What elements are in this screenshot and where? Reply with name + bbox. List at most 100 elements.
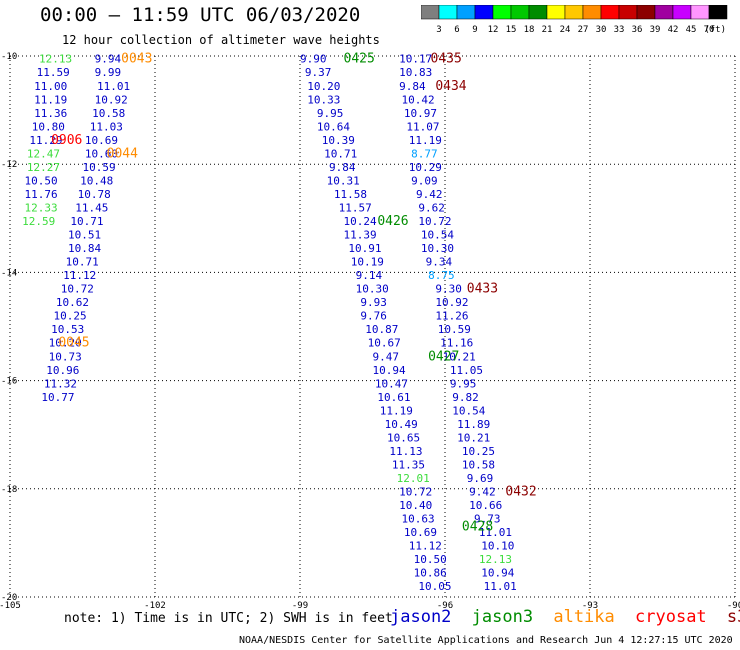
wave-height-value: 9.69 [467,472,494,485]
lon-tick-label: -102 [144,601,166,610]
pass-time-label: 0434 [435,79,466,94]
wave-height-value: 10.69 [85,134,118,147]
pass-time-label: 0435 [431,52,462,67]
wave-height-value: 10.72 [399,486,432,499]
wave-height-value: 10.58 [92,107,125,120]
wave-height-value: 10.29 [409,161,442,174]
wave-height-value: 11.59 [37,66,70,79]
wave-height-value: 10.97 [404,107,437,120]
colorbar-tick-label: 21 [542,25,553,35]
lat-tick-label: -12 [1,160,17,170]
wave-height-value: 12.13 [479,553,512,566]
wave-height-value: 9.82 [452,391,479,404]
pass-time-label: 0427 [428,349,459,364]
wave-height-value: 10.21 [443,350,476,363]
wave-height-value: 11.03 [90,120,123,133]
wave-height-value: 12.59 [22,215,55,228]
wave-height-value: 10.59 [83,161,116,174]
wave-height-value: 9.73 [474,513,501,526]
wave-height-value: 10.40 [399,499,432,512]
wave-height-value: 9.95 [450,377,477,390]
colorbar-tick-label: 18 [524,25,535,35]
color-scale-bar: 3 6 9 12 15 18 21 24 27 30 33 36 39 42 45 70(ft) [421,5,728,35]
wave-height-map: -105 -102 -99 -96 -93 -90 -10 -12 -14 -16 -18 -20 12… [0,52,740,610]
legend-cryosat: cryosat [635,607,707,627]
lon-tick-label: -90 [727,601,740,610]
wave-height-value: 9.84 [399,80,426,93]
wave-height-value: 9.09 [411,174,438,187]
lon-tick-label: -99 [292,601,308,610]
wave-height-value: 10.05 [418,580,451,593]
wave-height-value: 10.20 [307,80,340,93]
wave-height-value: 9.42 [416,188,443,201]
wave-height-value: 11.32 [44,377,77,390]
map-grid: -105 -102 -99 -96 -93 -90 -10 -12 -14 -16 -18 -20 [0,52,740,610]
lat-tick-label: -14 [1,268,17,278]
colorbar-tick-label: 45 [686,25,697,35]
legend-jason3: jason3 [471,607,534,627]
colorbar-tick-label: 36 [632,25,643,35]
wave-height-value: 10.59 [438,323,471,336]
wave-height-value: 10.61 [377,391,410,404]
wave-height-value: 8.77 [411,147,438,160]
wave-height-value: 12.47 [27,147,60,160]
pass-time-label: 0425 [344,52,375,67]
wave-height-value: 10.71 [70,215,103,228]
wave-height-value: 10.91 [348,242,381,255]
wave-height-value: 10.71 [324,147,357,160]
wave-height-value: 11.19 [409,134,442,147]
wave-height-value: 10.78 [78,188,111,201]
wave-height-value: 10.39 [322,134,355,147]
credit-line: NOAA/NESDIS Center for Satellite Applica… [239,635,733,646]
wave-height-value: 10.92 [435,296,468,309]
legend-altika: altika [553,607,615,627]
wave-height-value: 10.64 [317,120,350,133]
wave-height-value: 10.10 [481,540,514,553]
colorbar-tick-label: 70 [704,25,715,35]
wave-height-value: 10.66 [469,499,502,512]
colorbar-tick-label: 9 [472,25,477,35]
wave-height-value: 10.71 [66,256,99,269]
wave-height-value: 11.57 [339,201,372,214]
wave-height-value: 10.30 [421,242,454,255]
legend-s3a: s3a [726,607,740,627]
wave-height-value: 11.01 [484,580,517,593]
wave-height-value: 10.73 [49,350,82,363]
pass-time-label: 0045 [58,336,89,351]
wave-height-value: 11.35 [392,458,425,471]
wave-height-value: 10.25 [462,445,495,458]
wave-height-value: 10.20 [49,337,82,350]
wave-height-value: 10.19 [351,256,384,269]
lon-tick-label: -105 [0,601,21,610]
satellite-legend: jason2 jason3 altika cryosat s3a [390,607,740,627]
colorbar-tick-label: 27 [578,25,589,35]
lat-tick-label: -18 [1,485,17,495]
pass-time-label: 0432 [505,485,536,500]
wave-height-value: 10.49 [385,418,418,431]
wave-height-value: 11.13 [389,445,422,458]
wave-height-value: 10.42 [402,93,435,106]
pass-time-label: 0906 [51,133,82,148]
colorbar-unit: (ft) [704,25,726,35]
wave-height-value: 12.01 [397,472,430,485]
pass-time-label: 0428 [462,520,493,535]
colorbar-swatch [708,5,728,20]
wave-height-value: 9.34 [426,256,453,269]
wave-height-value: 10.21 [457,431,490,444]
wave-height-value: 10.65 [387,431,420,444]
wave-height-value: 9.76 [360,310,387,323]
colorbar-tick-label: 33 [614,25,625,35]
wave-height-value: 10.54 [452,404,485,417]
pass-time-label: 0044 [107,146,138,161]
lon-tick-label: -93 [582,601,598,610]
wave-height-value: 11.01 [479,526,512,539]
wave-height-value: 11.39 [344,229,377,242]
wave-height-value: 10.84 [68,242,101,255]
wave-height-value: 10.48 [80,174,113,187]
wave-height-value: 10.24 [344,215,377,228]
wave-height-value: 9.93 [360,296,387,309]
wave-height-value: 9.62 [418,201,445,214]
wave-height-value: 11.12 [409,540,442,553]
wave-height-value: 10.72 [61,283,94,296]
wave-height-value: 10.62 [56,296,89,309]
